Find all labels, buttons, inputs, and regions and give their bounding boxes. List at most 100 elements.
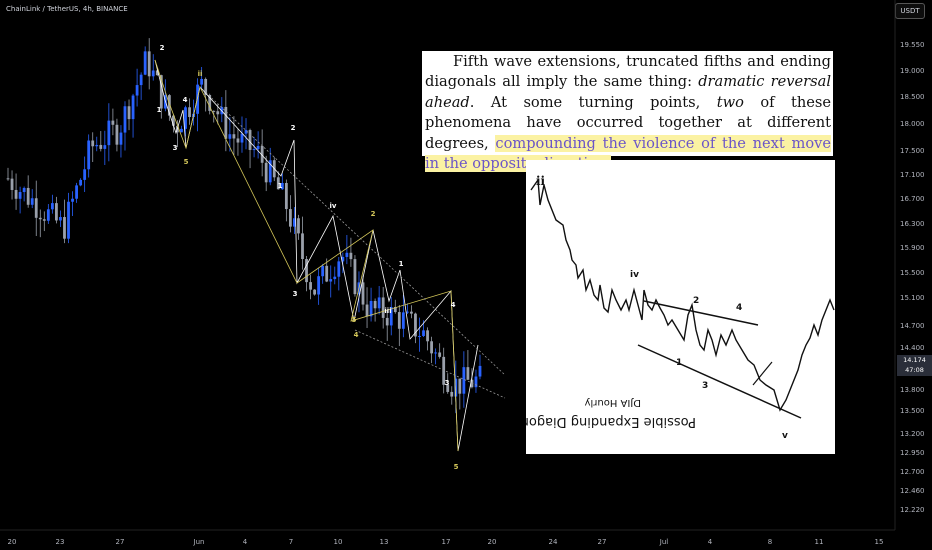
price-tick: 12.460 (900, 487, 925, 495)
date-tick: 27 (598, 538, 607, 546)
candle-body (240, 133, 244, 143)
candle-body (349, 252, 353, 260)
candle-body (200, 78, 204, 85)
candle-body (167, 95, 171, 116)
candle-body (361, 282, 365, 305)
candle-body (83, 169, 87, 180)
price-tick: 17.100 (900, 171, 925, 179)
candle-body (470, 379, 474, 388)
candle-body (119, 132, 123, 145)
candle-body (99, 144, 103, 149)
date-tick: 7 (289, 538, 293, 546)
inset-label-4: 4 (736, 303, 742, 313)
date-tick: 10 (334, 538, 343, 546)
candle-body (212, 110, 216, 112)
date-tick: 13 (380, 538, 389, 546)
candle-body (71, 198, 74, 202)
price-tick: 16.700 (900, 195, 925, 203)
price-tick: 18.000 (900, 120, 925, 128)
wave-path-yellow (154, 59, 459, 452)
candle-body (30, 198, 34, 205)
candle-body (373, 300, 377, 309)
candle-body (184, 107, 187, 129)
inset-title: Possible Expanding Diagonal (526, 414, 696, 429)
candle-body (430, 341, 433, 354)
date-tick: 17 (442, 538, 451, 546)
date-tick: 11 (815, 538, 824, 546)
candle-body (115, 124, 119, 145)
date-axis: 20 23 27 Jun 4 7 10 13 17 20 24 27 Jul 4 8 11 15 (0, 529, 895, 546)
candle-body (38, 217, 42, 220)
candle-body (87, 140, 91, 170)
price-tick: 13.200 (900, 430, 925, 438)
candle-body (252, 149, 256, 151)
candle-body (297, 218, 300, 234)
candle-body (63, 217, 66, 239)
candle-body (365, 304, 369, 317)
candle-body (34, 198, 38, 218)
candle-body (474, 376, 478, 388)
price-axis: 19.550 19.000 18.500 18.000 17.500 17.100 16.7… (900, 41, 925, 514)
candle-body (180, 128, 183, 133)
price-tick: 12.220 (900, 506, 925, 514)
price-tick: 16.300 (900, 220, 925, 228)
wave-label: 5 (352, 316, 357, 324)
candle-body (232, 134, 236, 139)
candle-body (268, 160, 272, 183)
date-tick: 27 (116, 538, 125, 546)
price-tick: 18.500 (900, 93, 925, 101)
wave-label: iii (384, 307, 391, 315)
candle-body (426, 330, 429, 342)
candle-body (410, 311, 413, 314)
candle-body (260, 145, 264, 163)
wave-label: 5 (184, 158, 189, 166)
candle-body (405, 311, 409, 313)
candle-body (325, 265, 329, 282)
channel-lower (354, 329, 506, 399)
candle-body (353, 259, 357, 295)
candle-body (377, 297, 381, 309)
candle-body (345, 252, 349, 257)
price-tick: 17.500 (900, 147, 925, 155)
wave-label: 4 (451, 301, 456, 309)
candle-body (341, 256, 345, 262)
date-tick: 4 (243, 538, 248, 546)
inset-label-ii: ii (536, 174, 546, 188)
candle-body (22, 187, 26, 193)
date-tick: Jun (193, 538, 205, 546)
candle-body (131, 95, 135, 120)
candle-body (6, 178, 10, 180)
candle-body (59, 217, 62, 221)
candle-body (91, 140, 95, 147)
candle-body (155, 70, 159, 76)
wave-label: 1 (157, 106, 162, 114)
candle-body (337, 261, 341, 277)
candle-body (301, 233, 304, 260)
candle-body (280, 183, 284, 190)
candle-body (75, 185, 78, 199)
wave-label: 2 (160, 44, 165, 52)
candle-body (196, 84, 200, 114)
quote-emphasis-2: two (716, 93, 744, 111)
candle-body (139, 74, 143, 86)
candle-body (204, 78, 208, 95)
quote-text-2: . At some turning points, (469, 93, 717, 111)
symbol-title: ChainLink / TetherUS, 4h, BINANCE (6, 5, 128, 13)
inset-subtitle: DJIA Hourly (585, 397, 641, 408)
price-tick: 14.400 (900, 344, 925, 352)
candle-body (446, 384, 450, 392)
candle-body (333, 276, 337, 280)
wave-label: 3 (445, 379, 450, 387)
price-tick: 12.700 (900, 468, 925, 476)
candle-body (256, 145, 260, 150)
candle-body (236, 138, 240, 143)
candle-body (103, 145, 107, 149)
candle-body (305, 259, 308, 283)
candle-body (14, 189, 18, 199)
candle-body (418, 335, 421, 337)
quote-text-1: Fifth wave extensions, truncated fifths … (425, 53, 831, 91)
candle-body (188, 107, 191, 118)
wave-label: 3 (293, 290, 298, 298)
candle-body (385, 317, 389, 326)
